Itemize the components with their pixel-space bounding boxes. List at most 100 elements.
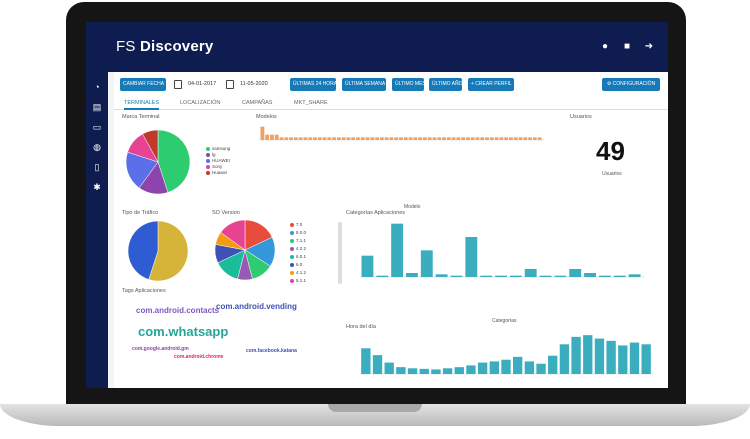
hours-bar — [431, 369, 441, 374]
hours-bar — [513, 356, 523, 374]
models-bar — [485, 137, 489, 140]
os-panel-title: SO Version — [212, 210, 240, 216]
models-bar — [466, 137, 470, 140]
categories-bar — [554, 275, 567, 277]
models-bar — [384, 137, 389, 140]
categories-bar — [598, 275, 611, 277]
hours-bar — [536, 363, 546, 374]
app-tag: com.facebook.katana — [246, 348, 297, 354]
date-to[interactable]: 11-05-2020 — [240, 81, 268, 87]
create-profile-button[interactable]: + CREAR PERFIL — [468, 78, 514, 91]
hours-bar — [396, 367, 406, 374]
models-bar — [356, 137, 360, 140]
models-bar — [308, 137, 313, 140]
models-bar — [537, 137, 542, 140]
change-date-button[interactable]: CAMBIAR FECHA — [120, 78, 166, 91]
brand-pie-slice — [142, 129, 159, 163]
os-legend-label: 7.1.1 — [296, 238, 307, 243]
users-count: 49 — [596, 136, 625, 166]
models-bar — [470, 137, 475, 140]
categories-bar — [480, 275, 493, 277]
models-bar — [298, 137, 303, 140]
categories-top-axis-label: Modelo — [404, 204, 421, 210]
calendar-from-icon[interactable] — [174, 80, 182, 89]
models-bar — [475, 137, 480, 140]
calendar-to-icon[interactable] — [226, 80, 234, 89]
brand-legend-swatch — [206, 170, 210, 175]
dashboard-icon[interactable]: ◔ — [94, 82, 100, 92]
models-bar — [504, 137, 509, 140]
hours-bar — [606, 340, 616, 374]
models-bar — [446, 137, 451, 140]
brand-legend-swatch — [206, 146, 210, 151]
mobile-icon[interactable]: ▯ — [94, 162, 100, 172]
tab-terminales[interactable]: TERMINALES — [124, 96, 160, 110]
user-icon[interactable]: ● — [601, 41, 609, 52]
hours-bar — [594, 338, 605, 374]
globe-icon[interactable]: ◍ — [93, 142, 101, 152]
models-bar — [346, 137, 351, 140]
models-bar — [389, 137, 394, 140]
map-icon[interactable]: ▤ — [92, 102, 102, 112]
hours-bar — [583, 335, 593, 374]
hours-bar — [466, 365, 476, 374]
os-legend-item: 6.0 — [290, 262, 302, 267]
users-panel-title: Usuarios — [570, 114, 592, 120]
toolbar: CAMBIAR FECHA 04-01-2017 11-05-2020 ÚLTI… — [114, 78, 668, 92]
hours-bar — [372, 355, 383, 374]
categories-bar — [376, 275, 389, 277]
models-bar — [413, 137, 418, 140]
traffic-pie-slice — [148, 220, 189, 282]
models-bar — [322, 137, 327, 140]
models-bar-chart — [260, 126, 544, 141]
models-bar — [528, 137, 532, 140]
os-legend-swatch — [290, 222, 294, 227]
last-month-button[interactable]: ÚLTIMO MES — [392, 78, 426, 91]
categories-bar — [391, 223, 404, 277]
os-pie-chart — [214, 219, 276, 281]
brand-legend-label: Huawei — [212, 170, 228, 175]
models-bar — [399, 137, 403, 140]
hours-bar — [407, 368, 418, 374]
last-week-button[interactable]: ÚLTIMA SEMANA — [342, 78, 386, 91]
models-bar — [293, 137, 298, 140]
brand-pie-slice — [157, 129, 191, 193]
os-legend-label: 8.0.0 — [296, 230, 307, 235]
models-bar — [403, 137, 408, 140]
os-legend-item: 7.1.1 — [290, 238, 306, 243]
models-bar — [260, 126, 265, 140]
brand-legend-label: HUAWEI — [212, 158, 230, 163]
models-bar — [351, 137, 356, 140]
hours-bar — [384, 362, 394, 374]
last-24h-button[interactable]: ÚLTIMAS 24 HORAS — [290, 78, 340, 91]
lock-icon[interactable]: ■ — [623, 41, 631, 52]
brand-pie-slice — [125, 151, 159, 189]
logout-icon[interactable]: ➜ — [644, 41, 654, 52]
brand-legend-swatch — [206, 152, 210, 157]
hours-bar — [454, 367, 464, 374]
models-bar — [427, 137, 432, 140]
hours-bar — [559, 344, 570, 374]
tab-campanas[interactable]: CAMPAÑAS — [242, 100, 273, 106]
os-legend-label: 5.1.1 — [296, 278, 307, 283]
app-tag: com.google.android.gm — [132, 346, 189, 352]
sidebar: ◔ ▤ ▭ ◍ ▯ ✱ — [86, 72, 108, 388]
os-legend-item: 4.2.2 — [290, 246, 306, 251]
id-card-icon[interactable]: ▭ — [92, 122, 102, 132]
app-logo: FS Discovery — [116, 38, 213, 55]
configuration-button[interactable]: ⚙ CONFIGURACIÓN — [602, 78, 660, 91]
brand-legend-label: Sony — [212, 164, 223, 169]
tab-localizacion[interactable]: LOCALIZACIÓN — [180, 100, 221, 106]
brand-legend-item: samsung — [206, 146, 230, 151]
date-from[interactable]: 04-01-2017 — [188, 81, 217, 87]
os-legend-scrollbar[interactable] — [338, 222, 342, 284]
models-bar — [289, 137, 293, 140]
last-year-button[interactable]: ÚLTIMO AÑO — [429, 78, 462, 91]
os-legend-label: 6.0.1 — [296, 254, 307, 259]
settings-icon[interactable]: ✱ — [93, 182, 101, 192]
os-legend-swatch — [290, 262, 294, 267]
models-bar — [394, 137, 399, 140]
categories-bar — [569, 269, 582, 277]
top-bar: FS Discovery ● ■ ➜ — [86, 22, 668, 72]
tab-mkt-share[interactable]: MKT_SHARE — [294, 100, 328, 106]
